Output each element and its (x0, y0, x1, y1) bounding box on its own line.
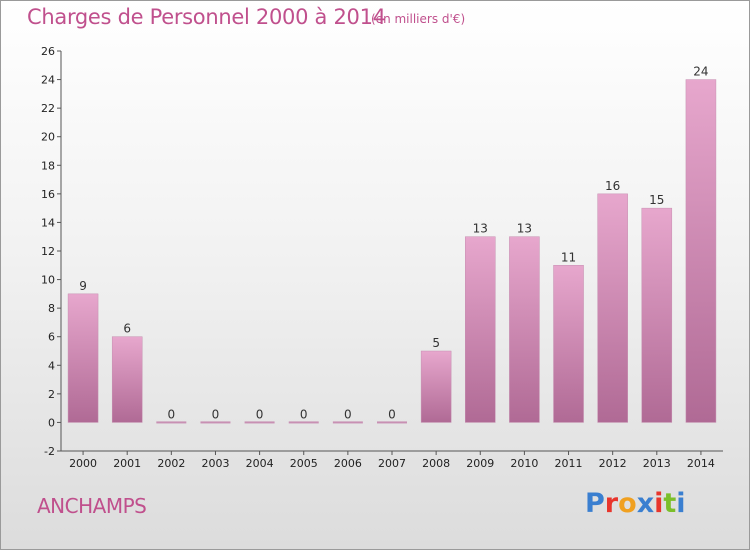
data-label: 13 (473, 222, 488, 236)
data-label: 11 (561, 250, 576, 264)
chart-labels: 9 6 0 0 0 0 0 0 5 13 13 11 16 15 24 (79, 65, 708, 422)
y-tick-label: 6 (48, 331, 55, 344)
data-label: 0 (212, 407, 220, 421)
y-tick-label: 16 (41, 188, 55, 201)
y-tick-label: 18 (41, 159, 55, 172)
x-tick-label: 2002 (157, 457, 185, 470)
x-tick-label: 2005 (290, 457, 318, 470)
data-label: 0 (168, 407, 176, 421)
y-tick-label: 26 (41, 45, 55, 58)
commune-name: ANCHAMPS (37, 494, 147, 518)
y-tick-label: 4 (48, 359, 55, 372)
x-tick-label: 2014 (687, 457, 715, 470)
bar (377, 421, 407, 424)
x-tick-label: 2006 (334, 457, 362, 470)
x-tick-label: 2010 (510, 457, 538, 470)
data-label: 24 (693, 65, 708, 79)
x-tick-label: 2008 (422, 457, 450, 470)
bar (332, 421, 363, 424)
bar (200, 421, 231, 424)
brand-letter: P (585, 488, 605, 519)
x-tick-label: 2013 (643, 457, 671, 470)
brand-letter: t (663, 488, 677, 519)
y-tick-label: 24 (41, 74, 55, 87)
x-tick-label: 2004 (246, 457, 274, 470)
y-tick-label: 22 (41, 102, 55, 115)
brand-letter: x (636, 488, 655, 519)
chart-subtitle: (en milliers d'€) (371, 12, 466, 26)
bar (67, 293, 99, 423)
bar (288, 421, 319, 424)
y-tick-label: 14 (41, 216, 55, 229)
data-label: 0 (344, 407, 352, 421)
bar (420, 350, 452, 423)
bar (244, 421, 275, 424)
y-tick-label: 10 (41, 274, 55, 287)
x-tick-label: 2009 (466, 457, 494, 470)
y-tick-label: -2 (44, 445, 55, 458)
brand-letter: r (604, 488, 619, 519)
bar (509, 236, 540, 423)
brand-logo: Proxiti (585, 488, 686, 519)
data-label: 13 (517, 222, 532, 236)
data-label: 0 (256, 407, 264, 421)
bar (111, 336, 143, 423)
y-tick-label: 20 (41, 131, 55, 144)
chart-bars (67, 79, 717, 424)
y-tick-label: 8 (48, 302, 55, 315)
y-tick-label: 0 (48, 416, 55, 429)
x-tick-label: 2012 (599, 457, 627, 470)
x-tick-label: 2011 (555, 457, 583, 470)
data-label: 6 (123, 322, 131, 336)
x-tick-label: 2007 (378, 457, 406, 470)
x-tick-label: 2001 (113, 457, 141, 470)
bar (465, 236, 496, 423)
chart-title: Charges de Personnel 2000 à 2014 (27, 5, 386, 29)
brand-letter: o (618, 488, 637, 519)
data-label: 15 (649, 193, 664, 207)
data-label: 0 (388, 407, 396, 421)
bar (156, 421, 187, 424)
y-tick-label: 2 (48, 388, 55, 401)
x-tick-label: 2003 (201, 457, 229, 470)
brand-letter: i (676, 488, 686, 519)
data-label: 5 (432, 336, 440, 350)
data-label: 9 (79, 279, 87, 293)
bar (641, 207, 673, 423)
brand-letter: i (654, 488, 664, 519)
bar (553, 265, 584, 423)
x-tick-label: 2000 (69, 457, 97, 470)
bar (685, 79, 717, 423)
data-label: 16 (605, 179, 620, 193)
data-label: 0 (300, 407, 308, 421)
bar (597, 193, 628, 423)
y-tick-label: 12 (41, 245, 55, 258)
